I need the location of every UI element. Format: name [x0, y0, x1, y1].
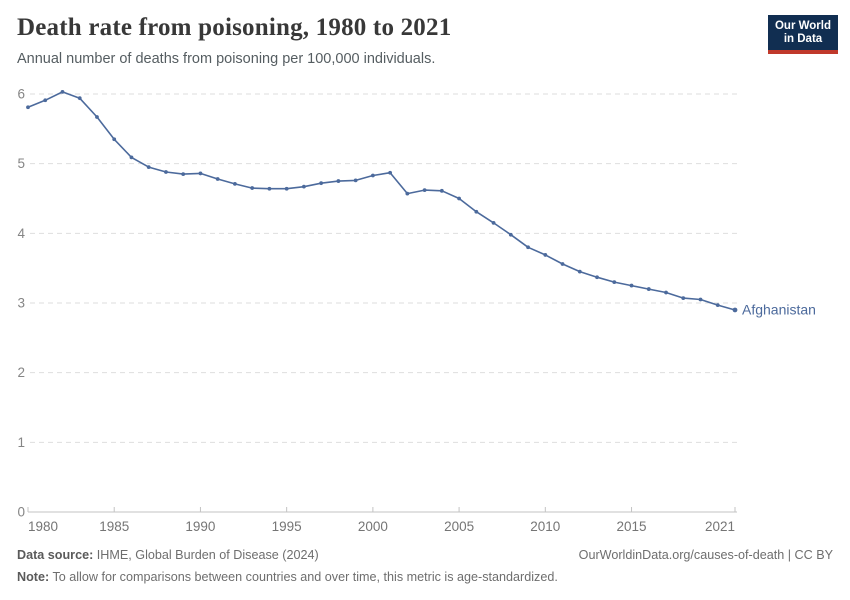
data-point[interactable]: [526, 245, 530, 250]
data-point[interactable]: [302, 184, 306, 189]
data-point[interactable]: [112, 137, 117, 142]
data-point[interactable]: [474, 209, 479, 214]
note-label: Note:: [17, 570, 50, 584]
data-point-last[interactable]: [732, 307, 738, 313]
data-point[interactable]: [250, 186, 255, 190]
data-point[interactable]: [164, 170, 168, 174]
x-axis-label: 2021: [705, 519, 735, 534]
note-text: Note: To allow for comparisons between c…: [17, 570, 558, 584]
data-point[interactable]: [457, 196, 461, 201]
data-point[interactable]: [370, 173, 375, 178]
data-point[interactable]: [664, 290, 668, 295]
data-point[interactable]: [405, 191, 410, 196]
x-axis-label: 1990: [185, 519, 215, 534]
x-axis-label: 2000: [358, 519, 388, 534]
data-point[interactable]: [60, 90, 65, 94]
data-point[interactable]: [646, 287, 651, 291]
owid-logo-line1: Our World: [774, 20, 831, 32]
data-point[interactable]: [215, 177, 220, 181]
data-point[interactable]: [577, 269, 582, 274]
owid-logo-line2: in Data: [783, 33, 823, 45]
chart-line[interactable]: [27, 91, 736, 311]
data-point[interactable]: [146, 165, 151, 170]
x-axis-label: 2005: [444, 519, 474, 534]
x-axis-label: 2010: [530, 519, 560, 534]
y-axis-label: 3: [17, 296, 25, 311]
y-axis-label: 5: [17, 156, 25, 171]
data-point[interactable]: [388, 170, 393, 175]
y-axis-label: 1: [17, 435, 25, 450]
data-point[interactable]: [353, 178, 358, 183]
data-point[interactable]: [543, 253, 548, 257]
data-source-text: Data source: IHME, Global Burden of Dise…: [17, 545, 319, 566]
data-point[interactable]: [26, 105, 30, 110]
data-point[interactable]: [698, 297, 703, 302]
x-axis-label: 1985: [99, 519, 129, 534]
data-source-value: IHME, Global Burden of Disease (2024): [93, 548, 319, 562]
chart-footer: Data source: IHME, Global Burden of Dise…: [17, 545, 833, 588]
y-axis-label: 2: [17, 365, 25, 380]
x-axis-label: 2015: [617, 519, 647, 534]
data-point[interactable]: [439, 188, 444, 193]
data-point[interactable]: [129, 155, 134, 160]
data-point[interactable]: [319, 181, 324, 186]
data-point[interactable]: [508, 232, 513, 237]
data-point[interactable]: [422, 188, 427, 193]
data-point[interactable]: [267, 186, 272, 191]
data-point[interactable]: [595, 275, 599, 280]
data-point[interactable]: [95, 115, 99, 119]
data-point[interactable]: [233, 181, 237, 186]
series-end-label: Afghanistan: [742, 301, 816, 317]
data-point[interactable]: [560, 262, 565, 266]
data-point[interactable]: [43, 98, 48, 103]
x-axis-label: 1980: [28, 519, 58, 534]
data-point[interactable]: [336, 179, 341, 183]
data-point[interactable]: [629, 283, 634, 288]
chart-subtitle: Annual number of deaths from poisoning p…: [17, 51, 436, 67]
data-point[interactable]: [612, 280, 617, 284]
owid-logo[interactable]: Our World in Data: [768, 15, 838, 54]
data-point[interactable]: [715, 303, 720, 307]
license-link[interactable]: OurWorldinData.org/causes-of-death | CC …: [578, 548, 833, 562]
y-axis-label: 4: [17, 226, 25, 241]
data-point[interactable]: [491, 220, 496, 225]
data-point[interactable]: [681, 296, 686, 301]
data-point[interactable]: [198, 171, 203, 176]
note-value: To allow for comparisons between countri…: [49, 570, 558, 584]
data-point[interactable]: [181, 172, 186, 177]
y-axis-label: 6: [17, 87, 25, 102]
y-axis-label: 0: [17, 505, 25, 520]
data-point[interactable]: [284, 186, 289, 191]
page-title: Death rate from poisoning, 1980 to 2021: [17, 14, 452, 41]
data-source-label: Data source:: [17, 548, 94, 562]
x-axis-label: 1995: [272, 519, 302, 534]
data-point[interactable]: [77, 96, 82, 101]
